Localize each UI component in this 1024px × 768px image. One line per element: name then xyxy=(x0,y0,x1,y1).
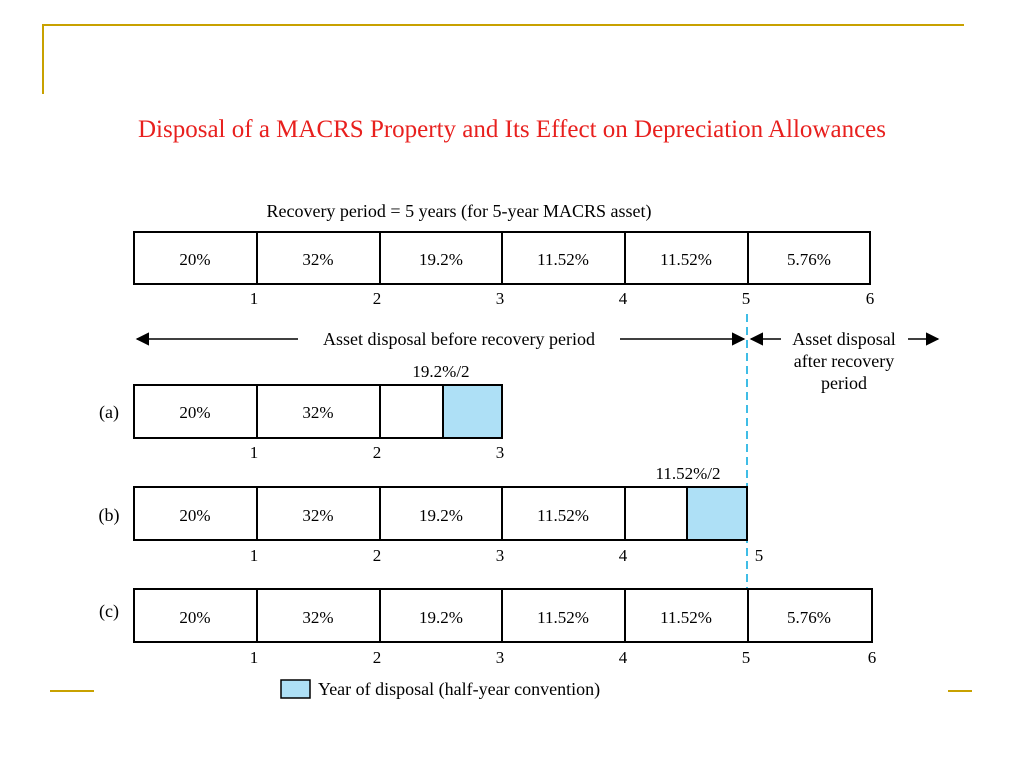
rate-cell: 32% xyxy=(302,403,333,422)
case-c-label: (c) xyxy=(99,601,119,622)
case-c: (c) 20% 32% 19.2% 11.52% 11.52% 5.76% 1 … xyxy=(99,588,877,667)
case-a-label: (a) xyxy=(99,402,119,423)
year-tick: 5 xyxy=(755,546,764,565)
rate-cell: 32% xyxy=(302,608,333,627)
recovery-period-header: Recovery period = 5 years (for 5-year MA… xyxy=(266,201,651,222)
rate-cell: 11.52% xyxy=(660,250,712,269)
rate-cell: 20% xyxy=(179,506,210,525)
after-recovery-label-3: period xyxy=(821,373,867,393)
footer-left-rule xyxy=(50,690,94,692)
rate-cell: 5.76% xyxy=(787,608,831,627)
year-tick: 1 xyxy=(250,546,259,565)
rate-cell: 5.76% xyxy=(787,250,831,269)
frame-top-rule xyxy=(42,24,964,26)
case-b-label: (b) xyxy=(99,505,120,526)
rate-cell: 11.52% xyxy=(537,250,589,269)
year-tick: 1 xyxy=(250,443,259,462)
recovery-bar: 20% 32% 19.2% 11.52% 11.52% 5.76% xyxy=(133,231,871,285)
before-recovery-label: Asset disposal before recovery period xyxy=(323,329,595,349)
year-tick: 6 xyxy=(868,648,877,667)
slide-title: Disposal of a MACRS Property and Its Eff… xyxy=(138,116,886,143)
after-recovery-label-2: after recovery xyxy=(794,351,894,371)
case-b-disposal-cell xyxy=(687,487,747,540)
legend-label: Year of disposal (half-year convention) xyxy=(318,679,600,700)
year-tick: 4 xyxy=(619,546,628,565)
recovery-year-ticks: 1 2 3 4 5 6 xyxy=(250,289,875,308)
case-a: (a) 19.2%/2 20% 32% 1 2 3 xyxy=(99,362,504,462)
rate-cell: 19.2% xyxy=(419,250,463,269)
rate-cell: 19.2% xyxy=(419,608,463,627)
year-tick: 3 xyxy=(496,443,505,462)
rate-cell: 20% xyxy=(179,250,210,269)
rate-cell: 32% xyxy=(302,250,333,269)
case-b: (b) 11.52%/2 20% 32% 19.2% 11.52% 1 2 3 … xyxy=(99,464,764,565)
after-recovery-label-1: Asset disposal xyxy=(792,329,896,349)
year-tick: 1 xyxy=(250,289,259,308)
case-a-disposal-cell xyxy=(443,385,502,438)
year-tick: 4 xyxy=(619,289,628,308)
year-tick: 4 xyxy=(619,648,628,667)
frame-left-rule xyxy=(42,24,44,94)
year-tick: 2 xyxy=(373,289,382,308)
rate-cell: 20% xyxy=(179,403,210,422)
year-tick: 3 xyxy=(496,289,505,308)
year-tick: 2 xyxy=(373,546,382,565)
year-tick: 5 xyxy=(742,648,751,667)
year-tick: 5 xyxy=(742,289,751,308)
rate-cell: 20% xyxy=(179,608,210,627)
year-tick: 3 xyxy=(496,648,505,667)
rate-cell: 11.52% xyxy=(660,608,712,627)
rate-cell: 11.52% xyxy=(537,608,589,627)
year-tick: 1 xyxy=(250,648,259,667)
year-tick: 2 xyxy=(373,648,382,667)
year-tick: 6 xyxy=(866,289,875,308)
case-a-half-label: 19.2%/2 xyxy=(412,362,469,381)
legend-swatch xyxy=(280,679,311,699)
rate-cell: 11.52% xyxy=(537,506,589,525)
footer-right-rule xyxy=(948,690,972,692)
rate-cell: 32% xyxy=(302,506,333,525)
rate-cell: 19.2% xyxy=(419,506,463,525)
year-tick: 2 xyxy=(373,443,382,462)
legend: Year of disposal (half-year convention) xyxy=(280,679,600,700)
case-b-half-label: 11.52%/2 xyxy=(655,464,720,483)
year-tick: 3 xyxy=(496,546,505,565)
